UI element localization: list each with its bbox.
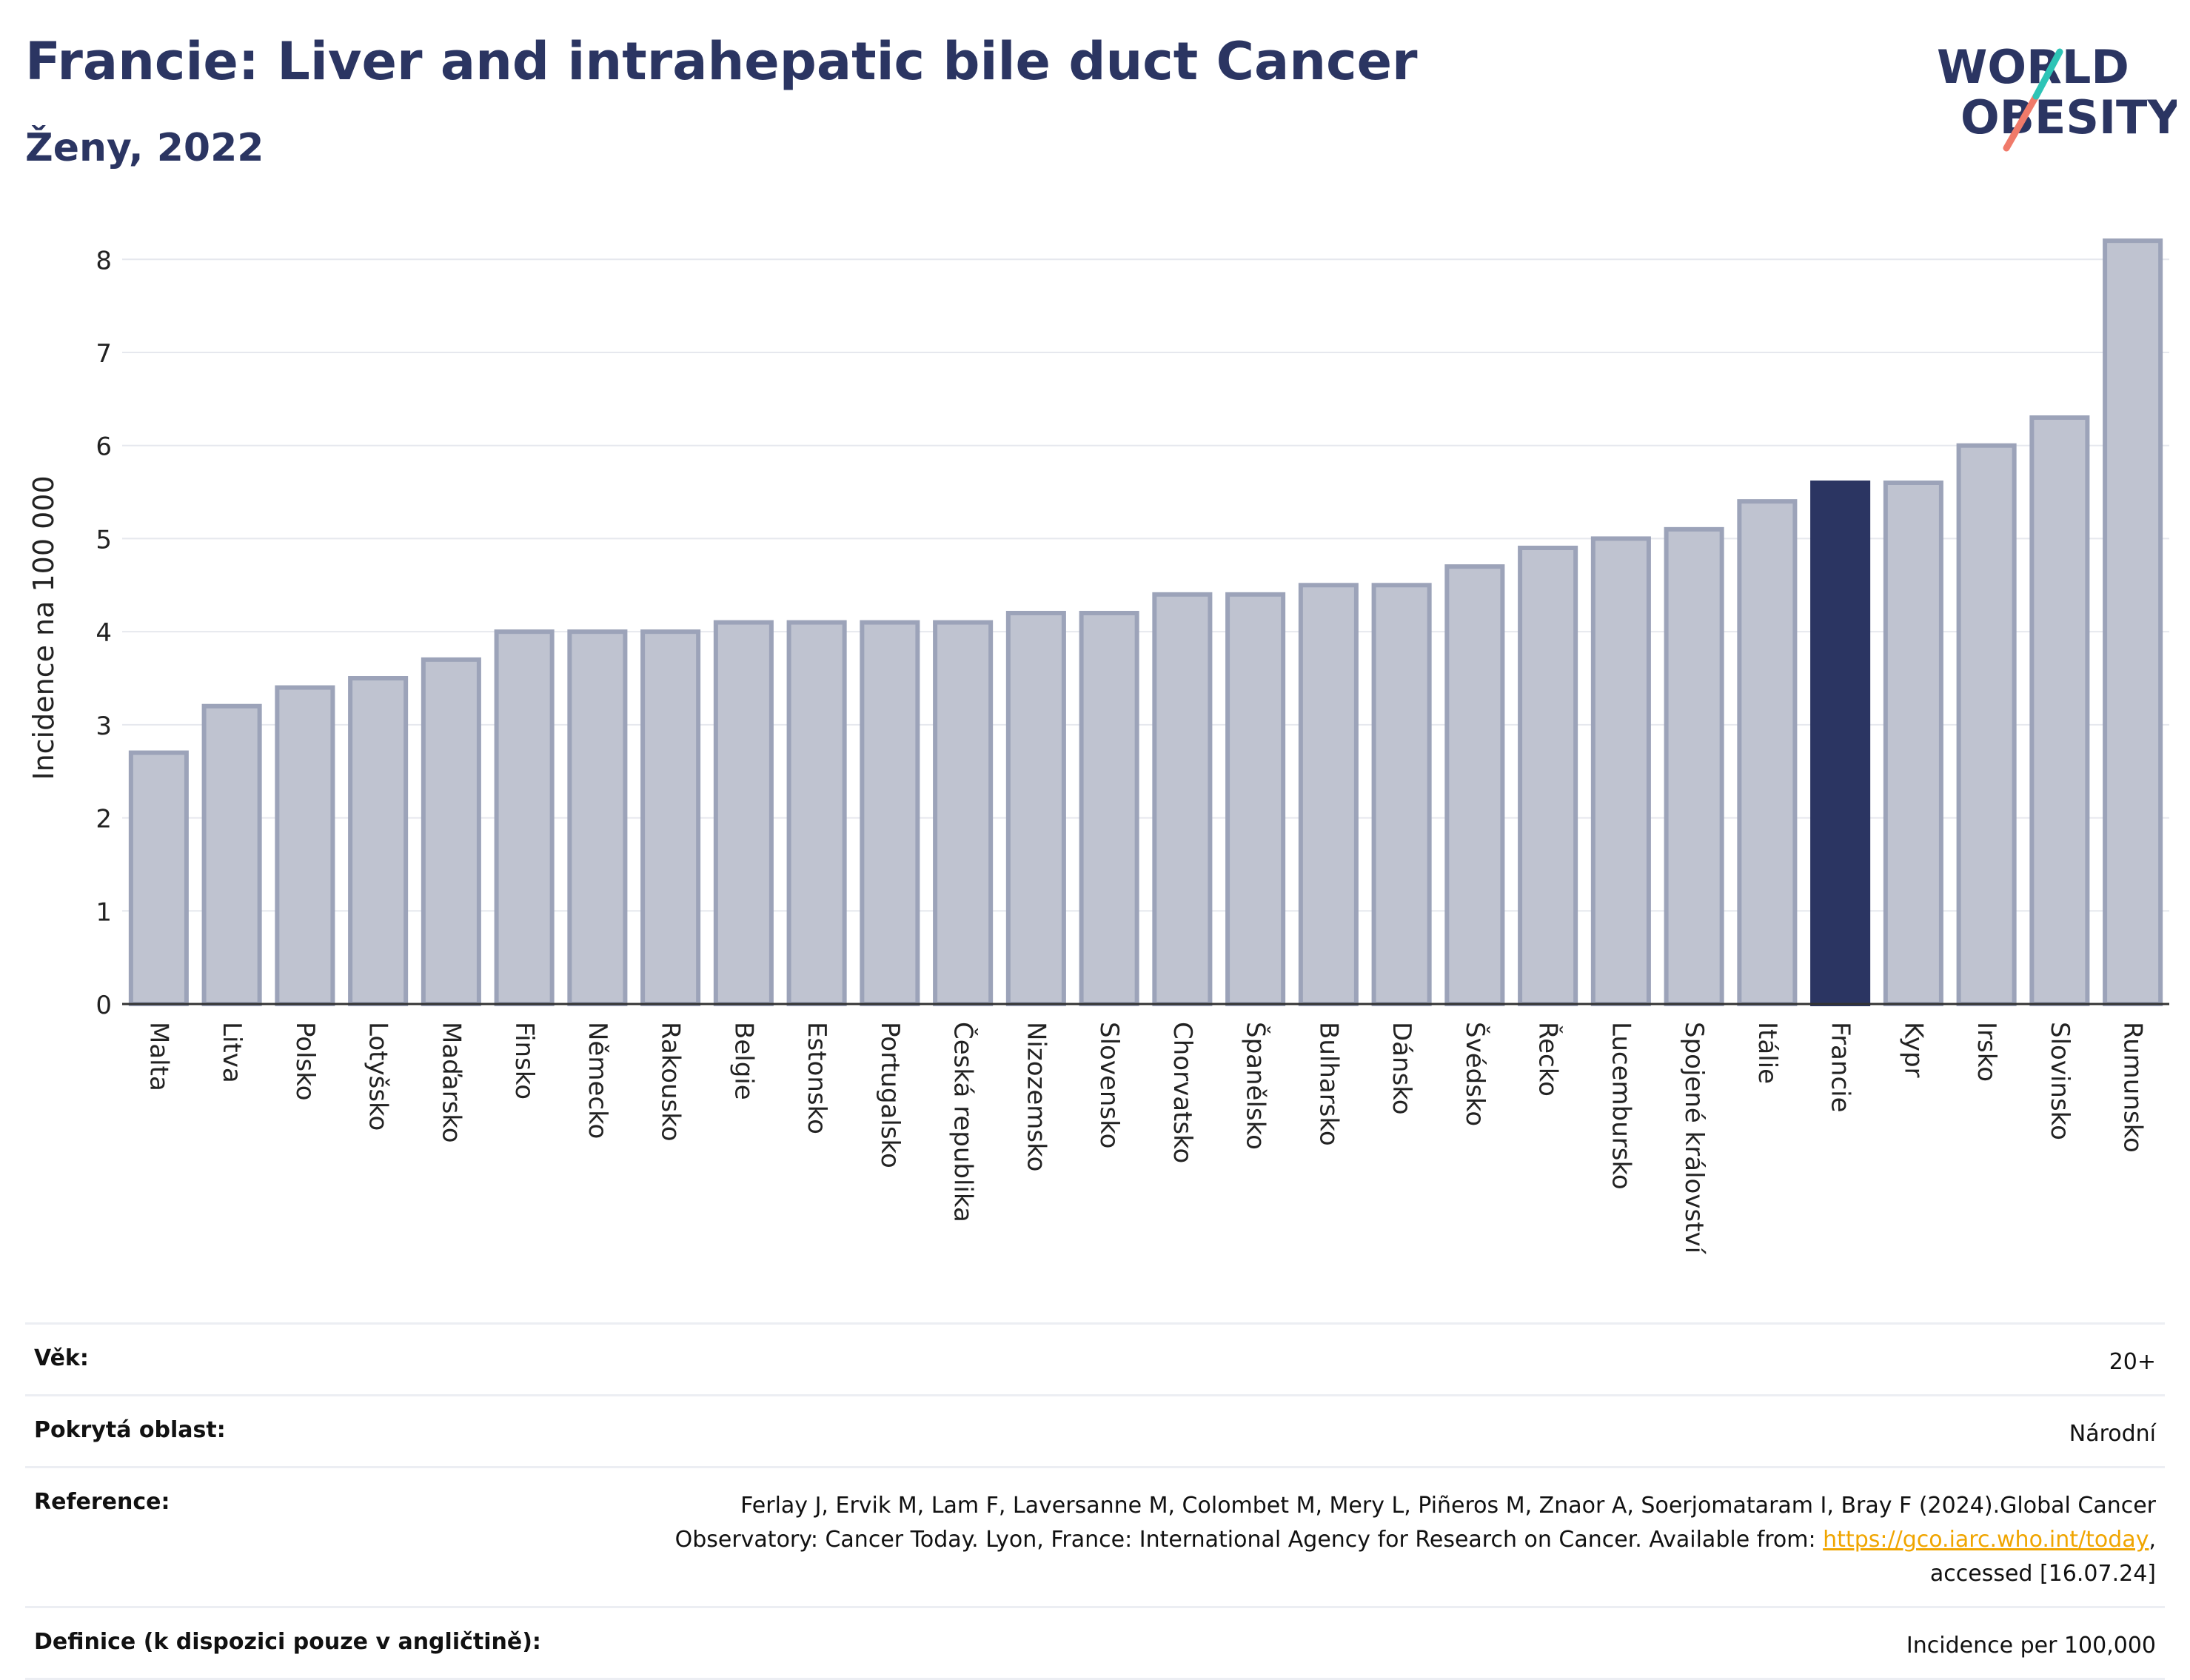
x-tick-labels: Malta Litva Polsko Lotyšsko Maďarsko Finsko Ně… bbox=[144, 1022, 2147, 1255]
logo-line1: WORLD bbox=[1937, 40, 2129, 94]
bar bbox=[421, 657, 481, 1006]
y-tick-label: 4 bbox=[96, 618, 112, 648]
x-tick-label: Francie bbox=[1826, 1022, 1855, 1113]
x-tick-label: Česká republika bbox=[948, 1022, 979, 1222]
bar bbox=[640, 629, 701, 1007]
bar bbox=[1371, 583, 1432, 1006]
page-title: Francie: Liver and intrahepatic bile duc… bbox=[25, 31, 1418, 92]
bar bbox=[786, 620, 847, 1006]
bar bbox=[128, 750, 189, 1006]
bar bbox=[275, 685, 335, 1006]
bar bbox=[1298, 583, 1359, 1006]
x-tick-label: Irsko bbox=[1972, 1022, 2001, 1082]
x-tick-label: Řecko bbox=[1533, 1022, 1564, 1097]
info-row-age: Věk: 20+ bbox=[25, 1322, 2165, 1394]
x-tick-label: Nizozemsko bbox=[1021, 1022, 1051, 1171]
y-axis-label: Incidence na 100 000 bbox=[27, 475, 60, 780]
reference-label: Reference: bbox=[34, 1489, 170, 1515]
definition-value: Incidence per 100,000 bbox=[1906, 1633, 2156, 1659]
bar bbox=[567, 629, 628, 1007]
x-tick-label: Portugalsko bbox=[875, 1022, 905, 1168]
x-tick-label: Rumunsko bbox=[2118, 1022, 2148, 1153]
bar bbox=[1079, 611, 1139, 1006]
bars bbox=[128, 238, 2163, 1007]
page-subtitle: Ženy, 2022 bbox=[25, 126, 264, 170]
reference-link[interactable]: https://gco.iarc.who.int/today bbox=[1823, 1527, 2149, 1553]
bar bbox=[1518, 546, 1578, 1006]
x-tick-label: Německo bbox=[583, 1022, 612, 1139]
x-tick-label: Slovensko bbox=[1094, 1022, 1124, 1148]
x-tick-label: Estonsko bbox=[802, 1022, 831, 1134]
logo-slash-coral bbox=[2003, 93, 2040, 152]
x-tick-label: Chorvatsko bbox=[1168, 1022, 1197, 1163]
bar bbox=[1225, 592, 1286, 1006]
bar bbox=[1956, 443, 2017, 1006]
bar bbox=[713, 620, 774, 1006]
x-tick-label: Polsko bbox=[290, 1022, 320, 1101]
reference-value: Ferlay J, Ervik M, Lam F, Laversanne M, … bbox=[638, 1489, 2156, 1591]
bar bbox=[1005, 611, 1066, 1006]
bar-highlight bbox=[1810, 481, 1871, 1006]
reference-text: Ferlay J, Ervik M, Lam F, Laversanne M, … bbox=[674, 1493, 2156, 1553]
x-tick-label: Lucembursko bbox=[1606, 1022, 1635, 1190]
y-tick-labels: 0 1 2 3 4 5 6 7 8 bbox=[96, 246, 112, 1020]
y-tick-label: 7 bbox=[96, 339, 112, 369]
x-tick-label: Švédsko bbox=[1460, 1022, 1490, 1126]
y-tick-label: 1 bbox=[96, 897, 112, 927]
y-tick-label: 5 bbox=[96, 525, 112, 555]
y-tick-label: 6 bbox=[96, 432, 112, 462]
bar bbox=[201, 703, 262, 1006]
info-row-area: Pokrytá oblast: Národní bbox=[25, 1394, 2165, 1466]
y-tick-label: 3 bbox=[96, 712, 112, 741]
x-tick-label: Finsko bbox=[509, 1022, 539, 1100]
x-tick-label: Slovinsko bbox=[2045, 1022, 2075, 1140]
area-label: Pokrytá oblast: bbox=[34, 1417, 226, 1443]
bar bbox=[860, 620, 920, 1006]
area-value: Národní bbox=[2069, 1421, 2156, 1447]
reference-accessed: , accessed [16.07.24] bbox=[1929, 1527, 2156, 1587]
x-tick-label: Maďarsko bbox=[436, 1022, 466, 1143]
info-row-definition: Definice (k dispozici pouze v angličtině… bbox=[25, 1606, 2165, 1680]
x-tick-label: Lotyšsko bbox=[364, 1022, 393, 1131]
bar bbox=[1152, 592, 1213, 1006]
bar bbox=[494, 629, 555, 1007]
x-tick-label: Španělsko bbox=[1241, 1022, 1271, 1150]
x-tick-label: Spojené království bbox=[1679, 1022, 1709, 1255]
world-obesity-logo: WORLD OBESITY bbox=[1937, 40, 2177, 152]
x-tick-label: Kypr bbox=[1898, 1022, 1928, 1078]
bar bbox=[2103, 238, 2163, 1007]
bar bbox=[1737, 499, 1798, 1006]
y-tick-label: 2 bbox=[96, 805, 112, 834]
bar bbox=[933, 620, 994, 1006]
x-tick-label: Litva bbox=[217, 1022, 247, 1083]
x-tick-label: Malta bbox=[144, 1022, 173, 1091]
bar-chart: 0 1 2 3 4 5 6 7 8 Malta Litva Polsko Lotyšsko Maďars… bbox=[27, 238, 2169, 1255]
x-tick-label: Itálie bbox=[1752, 1022, 1782, 1084]
x-tick-label: Dánsko bbox=[1387, 1022, 1416, 1115]
bar bbox=[1883, 481, 1943, 1006]
x-tick-label: Belgie bbox=[729, 1022, 758, 1100]
info-row-reference: Reference: Ferlay J, Ervik M, Lam F, Lav… bbox=[25, 1466, 2165, 1606]
age-value: 20+ bbox=[2109, 1349, 2156, 1375]
bar bbox=[1664, 526, 1724, 1006]
bar bbox=[2029, 415, 2090, 1006]
y-tick-label: 8 bbox=[96, 246, 112, 275]
bar bbox=[1444, 564, 1505, 1006]
age-label: Věk: bbox=[34, 1345, 89, 1371]
logo-slash-teal bbox=[2032, 48, 2063, 100]
x-tick-label: Bulharsko bbox=[1313, 1022, 1343, 1146]
bar bbox=[348, 676, 409, 1006]
bar bbox=[1590, 536, 1651, 1006]
x-tick-label: Rakousko bbox=[656, 1022, 686, 1142]
info-table: Věk: 20+ Pokrytá oblast: Národní Referen… bbox=[25, 1322, 2165, 1680]
logo-line2: OBESITY bbox=[1960, 90, 2177, 144]
definition-label: Definice (k dispozici pouze v angličtině… bbox=[34, 1629, 541, 1655]
y-tick-label: 0 bbox=[96, 991, 112, 1020]
